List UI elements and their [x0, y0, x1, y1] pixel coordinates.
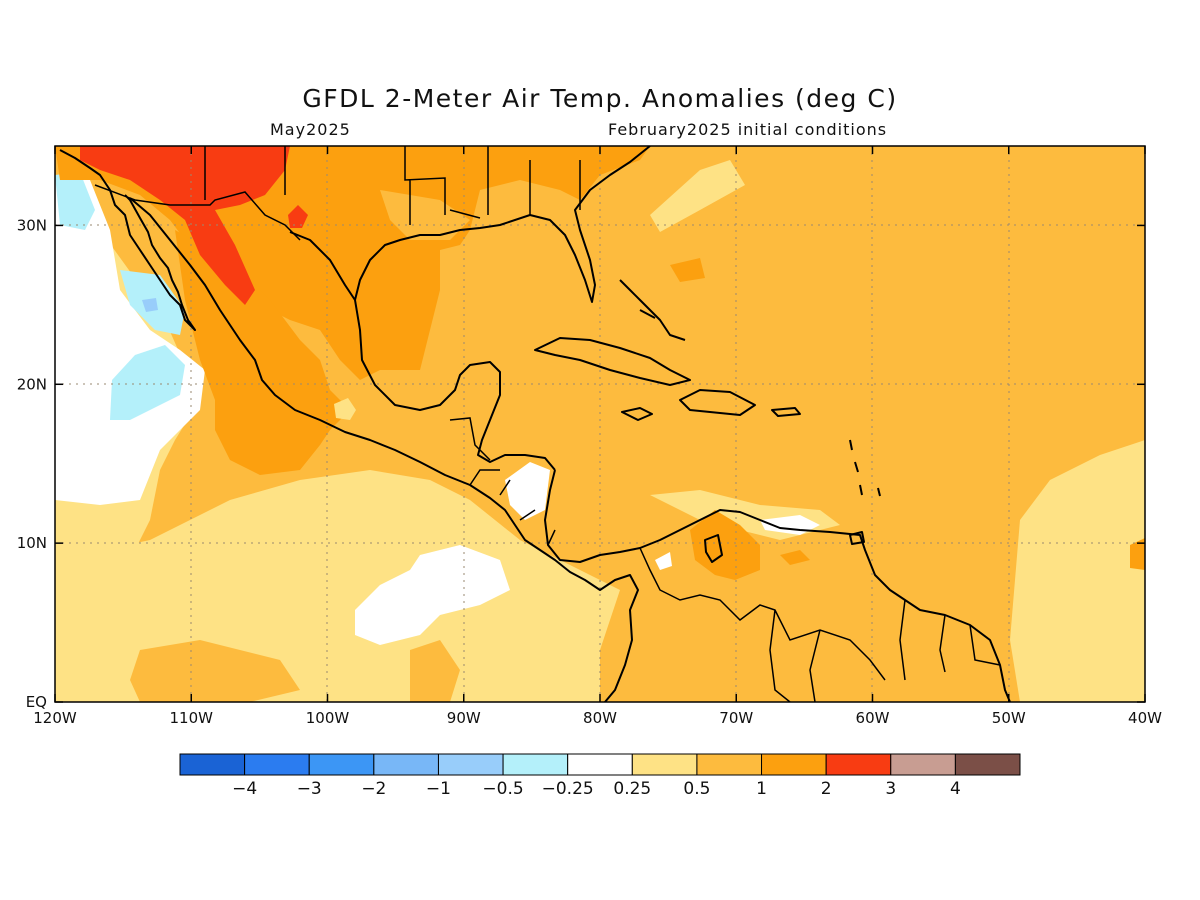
anomaly-area-0.5 — [410, 640, 460, 702]
colorbar-label: −0.5 — [482, 779, 523, 799]
forecast-month: May2025 — [270, 120, 351, 139]
border-us-mexico — [94, 184, 301, 241]
colorbar-swatch — [502, 753, 569, 776]
island-trinidad — [849, 531, 865, 545]
map-grid — [55, 146, 1145, 702]
colorbar-label: 1 — [756, 779, 767, 799]
island-bahamas — [619, 279, 686, 341]
lat-tick-label: EQ — [26, 693, 47, 711]
colorbar-swatch — [954, 753, 1021, 776]
colorbar-swatch — [437, 753, 504, 776]
lon-tick-label: 80W — [583, 709, 617, 727]
anomaly-area-1 — [780, 550, 810, 565]
initial-conditions: February2025 initial conditions — [608, 120, 888, 139]
island-lesser-antilles — [849, 439, 881, 497]
colorbar-swatch — [373, 753, 439, 776]
latitude-axis: EQ 10N 20N 30N — [17, 216, 1145, 711]
anomaly-area-0.25 — [1010, 440, 1145, 702]
colorbar-swatch — [308, 753, 375, 776]
colorbar-label: −2 — [361, 779, 386, 799]
lat-tick-label: 20N — [17, 375, 47, 393]
colorbar-swatch — [825, 753, 892, 776]
border-central-america — [449, 417, 556, 546]
anomaly-area-zero — [655, 552, 672, 570]
anomaly-area-neg-0.25 — [110, 345, 185, 420]
lake-maracaibo — [704, 534, 723, 563]
lon-tick-label: 110W — [170, 709, 214, 727]
lon-tick-label: 90W — [447, 709, 481, 727]
lon-tick-label: 70W — [719, 709, 753, 727]
lon-tick-label: 40W — [1128, 709, 1162, 727]
colorbar-label: −0.25 — [542, 779, 594, 799]
border-us-states — [204, 146, 581, 225]
coastline-baja-california — [59, 149, 196, 331]
lon-tick-label: 50W — [992, 709, 1026, 727]
colorbar-swatch — [631, 753, 698, 776]
lat-tick-label: 10N — [17, 534, 47, 552]
page-title: GFDL 2-Meter Air Temp. Anomalies (deg C) — [302, 84, 898, 113]
colorbar-label: 2 — [821, 779, 832, 799]
lon-tick-label: 120W — [33, 709, 77, 727]
island-hispaniola — [679, 389, 756, 416]
island-jamaica — [621, 407, 653, 421]
anomaly-area-1 — [670, 258, 705, 282]
anomaly-area-zero — [355, 545, 510, 645]
anomaly-area-neg-0.5 — [142, 298, 158, 312]
lon-tick-label: 60W — [856, 709, 890, 727]
anomaly-area-neg-0.25 — [55, 172, 95, 230]
anomaly-area-0.25 — [334, 398, 356, 420]
anomaly-area-zero — [55, 180, 205, 505]
border-south-america — [639, 547, 1001, 702]
anomaly-area-2 — [80, 146, 290, 305]
colorbar-label: 3 — [885, 779, 896, 799]
colorbar-label: 4 — [950, 779, 961, 799]
political-borders — [94, 146, 1001, 702]
longitude-axis: 120W 110W 100W 90W 80W 70W 60W 50W 40W — [33, 146, 1162, 727]
anomaly-field — [55, 146, 1145, 702]
anomaly-area-0.5 — [130, 640, 300, 702]
colorbar-label: −1 — [426, 779, 451, 799]
colorbar-label: −4 — [232, 779, 257, 799]
anomaly-area-zero — [505, 462, 550, 520]
colorbar: −4 −3 −2 −1 −0.5 −0.25 0.25 0.5 1 2 3 4 — [179, 753, 1021, 799]
anomaly-area-0.5 — [380, 190, 470, 240]
coastline-us-gulf — [354, 146, 651, 303]
colorbar-label: 0.5 — [683, 779, 710, 799]
lat-tick-label: 30N — [17, 216, 47, 234]
colorbar-swatch — [567, 753, 633, 776]
colorbar-swatch — [179, 753, 246, 776]
lon-tick-label: 100W — [306, 709, 350, 727]
colorbar-swatch — [890, 753, 956, 776]
island-puerto-rico — [771, 407, 801, 417]
colorbar-label: 0.25 — [613, 779, 651, 799]
island-cuba — [534, 337, 691, 386]
coastline-caribbean — [544, 469, 1011, 702]
anomaly-area-1 — [1130, 538, 1145, 570]
colorbar-swatch — [244, 753, 310, 776]
anomaly-area-1 — [690, 510, 760, 580]
colorbar-label: −3 — [297, 779, 322, 799]
colorbar-swatch — [696, 753, 763, 776]
anomaly-area-2 — [288, 205, 308, 228]
anomaly-area-0.25 — [650, 160, 745, 232]
colorbar-swatch — [761, 753, 827, 776]
